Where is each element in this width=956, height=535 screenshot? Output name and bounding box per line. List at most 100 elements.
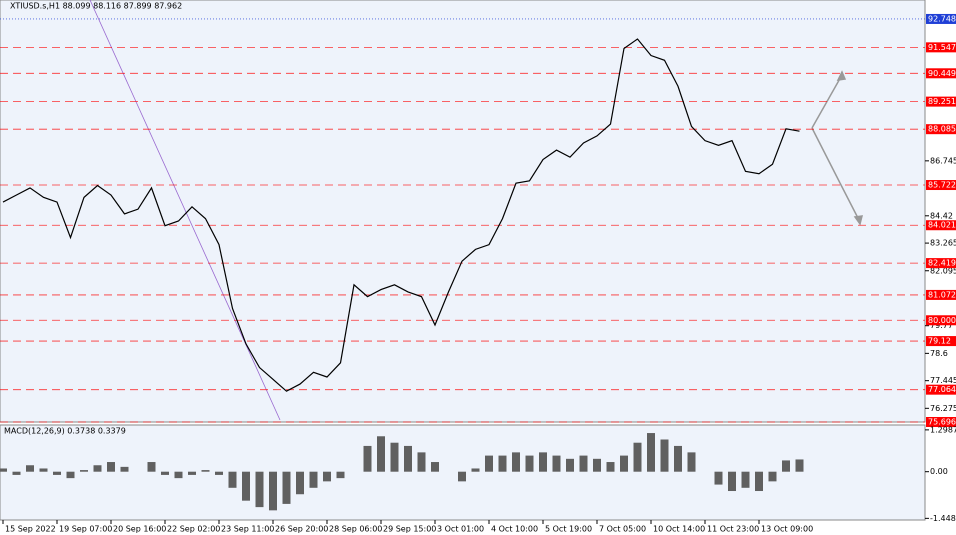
level-tag [926, 315, 956, 326]
macd-bar [687, 452, 696, 472]
trend-line [89, 0, 281, 421]
x-tick-label: 4 Oct 10:00 [491, 525, 538, 534]
macd-bar [593, 458, 601, 472]
macd-bar [282, 471, 291, 504]
macd-bar [633, 442, 642, 472]
macd-bar [431, 462, 439, 472]
macd-bar [255, 471, 264, 508]
macd-bar [269, 471, 277, 511]
x-tick-label: 29 Sep 15:00 [383, 525, 436, 534]
macd-bar [53, 471, 61, 475]
y-tick-label: 77.445 [930, 376, 956, 385]
x-tick-label: 19 Sep 07:00 [59, 525, 112, 534]
y-tick-label: 79.77 [930, 321, 953, 330]
level-label: 77.064 [928, 385, 956, 394]
macd-bar [174, 471, 183, 479]
x-tick-label: 11 Oct 23:00 [707, 525, 759, 534]
macd-bar [0, 468, 7, 472]
y-tick-label: 83.265 [930, 239, 956, 248]
macd-bar [458, 471, 466, 482]
x-tick-label: 15 Sep 2022 [5, 525, 56, 534]
level-tag [926, 124, 956, 135]
macd-bar [417, 452, 426, 472]
macd-bar [363, 445, 372, 472]
x-tick-label: 26 Sep 20:00 [275, 525, 328, 534]
macd-bar [323, 471, 331, 482]
macd-bar [795, 459, 804, 472]
x-tick-label: 3 Oct 01:00 [437, 525, 484, 534]
macd-bar [66, 471, 75, 479]
x-tick-label: 7 Oct 05:00 [599, 525, 646, 534]
macd-bar [647, 433, 655, 472]
level-tag [926, 384, 956, 395]
macd-bar [39, 468, 48, 472]
macd-bar [525, 455, 534, 472]
macd-bar [228, 471, 237, 488]
level-tag [926, 336, 956, 347]
macd-bar [755, 471, 763, 492]
macd-bar [309, 471, 318, 488]
y-tick-label: 78.6 [930, 349, 948, 358]
macd-bar [93, 465, 102, 472]
macd-bar [512, 452, 520, 472]
y-tick-label: 82.095 [930, 266, 956, 275]
macd-bar [606, 462, 615, 472]
level-label: 90.449 [928, 69, 956, 78]
macd-bar [660, 439, 669, 472]
macd-bar [120, 466, 129, 472]
y-tick-label: 86.745 [930, 156, 956, 165]
macd-bar [674, 445, 682, 472]
price-panel [0, 0, 926, 423]
x-tick-label: 22 Sep 02:00 [167, 525, 220, 534]
macd-bar [336, 471, 345, 479]
level-label: 81.072 [928, 290, 956, 299]
level-label: 91.547 [928, 43, 956, 52]
price-line [2, 38, 800, 392]
macd-bar [26, 465, 34, 472]
x-tick-label: 5 Oct 19:00 [545, 525, 592, 534]
level-label: 80.000 [928, 316, 956, 325]
macd-bar [552, 455, 561, 472]
macd-bar [471, 468, 480, 472]
macd-bar [782, 460, 790, 472]
y-tick-label: 84.42 [930, 211, 953, 220]
level-label: 88.085 [928, 125, 956, 134]
macd-bar [377, 436, 385, 472]
macd-title: MACD(12,26,9) 0.3738 0.3379 [4, 427, 126, 436]
macd-bar [498, 455, 507, 472]
macd-bar [768, 471, 777, 482]
y-tick-label: 1.2987 [930, 425, 956, 434]
macd-bar [485, 455, 493, 472]
macd-bar [714, 471, 723, 485]
level-label: 92.748 [928, 14, 956, 23]
macd-bar [201, 470, 210, 472]
level-tag [926, 417, 956, 427]
macd-bar [296, 471, 304, 495]
level-label: 84.021 [928, 221, 956, 230]
macd-bar [215, 471, 223, 475]
macd-bar [566, 458, 574, 472]
y-tick-label: -1.4488 [930, 514, 956, 523]
level-tag [926, 220, 956, 231]
macd-bar [728, 471, 736, 492]
level-label: 79.12 [928, 337, 951, 346]
level-label: 89.251 [928, 97, 956, 106]
macd-bar [161, 471, 169, 475]
level-label: 75.696 [928, 418, 956, 427]
macd-bar [147, 462, 156, 472]
x-tick-label: 28 Sep 06:00 [329, 525, 382, 534]
level-tag [926, 289, 956, 300]
macd-bar [12, 471, 21, 475]
level-tag [926, 180, 956, 191]
level-label: 82.419 [928, 259, 956, 268]
level-tag [926, 13, 956, 24]
y-tick-label: 76.275 [930, 404, 956, 413]
x-tick-label: 23 Sep 11:00 [221, 525, 274, 534]
x-tick-label: 13 Oct 09:00 [761, 525, 813, 534]
level-tag [926, 42, 956, 53]
macd-bar [741, 471, 750, 488]
macd-bar [404, 445, 412, 472]
level-tag [926, 96, 956, 107]
macd-bar [188, 471, 196, 475]
